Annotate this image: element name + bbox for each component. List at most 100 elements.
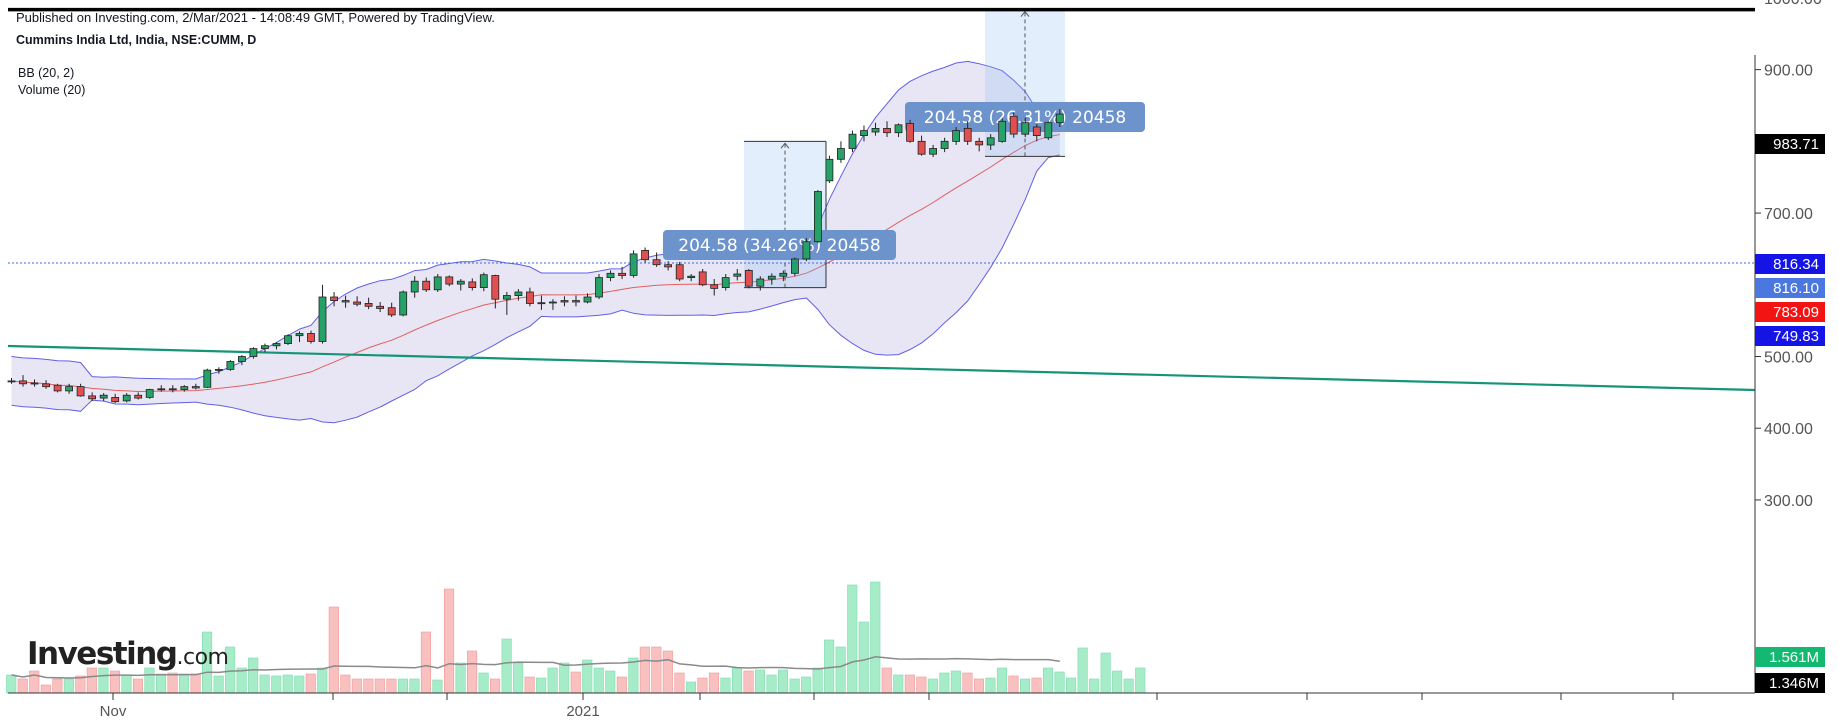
candle-body — [134, 394, 143, 399]
candle-body — [122, 394, 131, 402]
volume-bar — [777, 669, 789, 694]
candle — [537, 295, 546, 310]
candle — [583, 293, 592, 304]
published-info: Published on Investing.com, 2/Mar/2021 -… — [16, 10, 495, 25]
measure-arrowhead — [1020, 10, 1030, 17]
volume-bar — [179, 673, 190, 694]
volume-bar — [720, 677, 731, 694]
volume-bar — [893, 674, 904, 694]
candle-body — [514, 291, 523, 296]
candle-body — [168, 388, 177, 391]
volume-bar — [1089, 678, 1100, 694]
volume-ma-line — [11, 656, 1060, 679]
candle — [42, 380, 50, 389]
volume-bar — [651, 646, 662, 694]
bollinger-bands-legend[interactable]: BB (20, 2) — [18, 66, 75, 80]
candle-body — [410, 280, 419, 293]
volume-bar — [294, 675, 305, 694]
candle-body — [814, 191, 822, 243]
candle-body — [214, 368, 223, 371]
candle — [733, 269, 742, 281]
candle — [825, 155, 834, 183]
volume-bar — [317, 667, 328, 694]
candle — [353, 296, 362, 307]
candle — [1044, 121, 1053, 140]
volume-bar — [904, 674, 915, 694]
volume-bar — [559, 662, 570, 694]
volume-bar — [17, 678, 28, 694]
volume-bar — [432, 679, 443, 694]
candle-body — [111, 396, 120, 403]
candle — [917, 135, 926, 156]
trendline-segment — [7, 344, 1756, 392]
candle-body — [1021, 122, 1030, 135]
y-tick-label: 300.00 — [1764, 493, 1813, 510]
candle-body — [906, 123, 914, 142]
price-label-box — [1755, 254, 1825, 274]
volume-bar — [1043, 667, 1054, 694]
candle-body — [226, 361, 235, 370]
volume-bar — [570, 671, 581, 694]
candle — [180, 385, 189, 392]
candle-body — [30, 382, 39, 385]
y-tick-label: 400.00 — [1764, 421, 1813, 438]
candle-body — [65, 386, 73, 392]
volume-bar — [766, 674, 777, 694]
volume-ma-label: 1.346M — [1769, 675, 1819, 692]
volume-bar — [420, 631, 432, 694]
y-tick-label: 500.00 — [1764, 350, 1813, 367]
candle — [883, 121, 891, 138]
candle — [526, 287, 534, 307]
volume-label-box — [1755, 647, 1825, 667]
volume-bar — [685, 681, 697, 694]
candle — [122, 393, 131, 403]
volume-bar — [351, 678, 362, 694]
measure-label-box — [905, 102, 1145, 132]
candle-body — [260, 345, 269, 350]
volume-bar — [1019, 678, 1031, 694]
candle-body — [791, 258, 799, 274]
candle-body — [721, 277, 730, 289]
candle-body — [595, 277, 603, 298]
candle — [595, 274, 603, 300]
price-labels: 983.71 816.34 816.10 783.09 749.83 1.561M 1.34… — [1755, 134, 1825, 693]
candle — [214, 367, 223, 374]
volume-bars — [6, 581, 1146, 694]
volume-bar — [628, 657, 639, 694]
candle-body — [825, 158, 834, 182]
candle — [203, 368, 212, 389]
candle-body — [330, 296, 339, 301]
volume-bar — [397, 678, 409, 694]
volume-legend[interactable]: Volume (20) — [18, 83, 86, 97]
candle-body — [399, 291, 408, 316]
candle-body — [7, 380, 16, 383]
candle — [629, 250, 638, 278]
candle-body — [744, 269, 753, 287]
candle — [191, 383, 200, 390]
volume-bar — [109, 670, 120, 694]
candle — [791, 257, 799, 277]
candle — [940, 137, 949, 153]
volume-bar — [731, 667, 743, 694]
candle-body — [998, 120, 1007, 142]
price-label-box — [1755, 326, 1825, 346]
candle — [1021, 117, 1030, 138]
candle-body — [1009, 115, 1018, 135]
candles — [7, 109, 1064, 404]
candle — [514, 289, 523, 301]
candle-body — [629, 253, 638, 276]
candle — [975, 137, 984, 152]
investing-logo: Investing.com — [27, 636, 229, 672]
candle — [606, 270, 615, 282]
volume-bar — [489, 678, 501, 694]
candle — [260, 343, 269, 353]
volume-bar — [167, 672, 178, 694]
volume-bar — [616, 676, 627, 694]
candle — [7, 378, 16, 384]
candle-body — [675, 264, 684, 280]
candle-body — [53, 384, 62, 392]
candle-body — [76, 386, 85, 397]
candle — [491, 274, 500, 309]
price-label: 783.09 — [1773, 304, 1819, 321]
